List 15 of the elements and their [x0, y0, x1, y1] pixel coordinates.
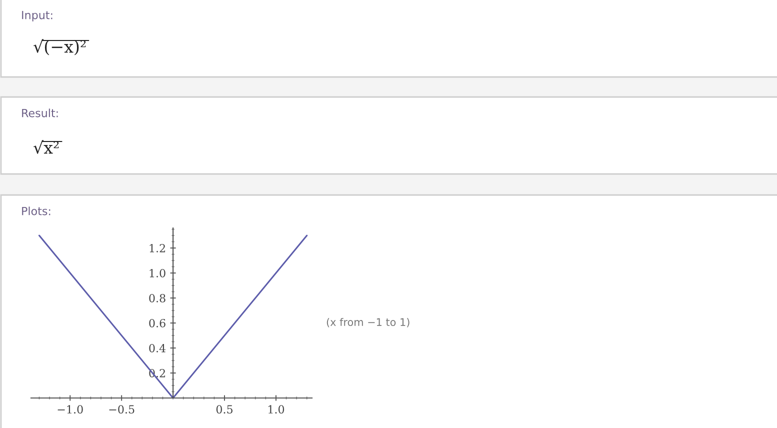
- text: (x from −1 to 1): [326, 318, 410, 328]
- chart-title: Plots:: [22, 206, 50, 216]
- y-tick-label: 1.2: [150, 244, 166, 252]
- y-tick-label: 1.0: [150, 268, 166, 278]
- text: Result:: [22, 108, 58, 118]
- y-tick-label: 0.6: [149, 318, 166, 328]
- x-tick-label: −0.5: [109, 405, 134, 414]
- x-tick-label: −1.0: [58, 405, 83, 414]
- x-tick-label: 0.5: [216, 405, 232, 414]
- y-tick-label: 0.8: [149, 294, 166, 302]
- text: Input:: [22, 10, 52, 22]
- x-tick-label: 1.0: [268, 405, 284, 414]
- text: √x²: [33, 140, 59, 154]
- text: √(−x)²: [33, 39, 86, 56]
- y-tick-label: 0.4: [149, 344, 166, 352]
